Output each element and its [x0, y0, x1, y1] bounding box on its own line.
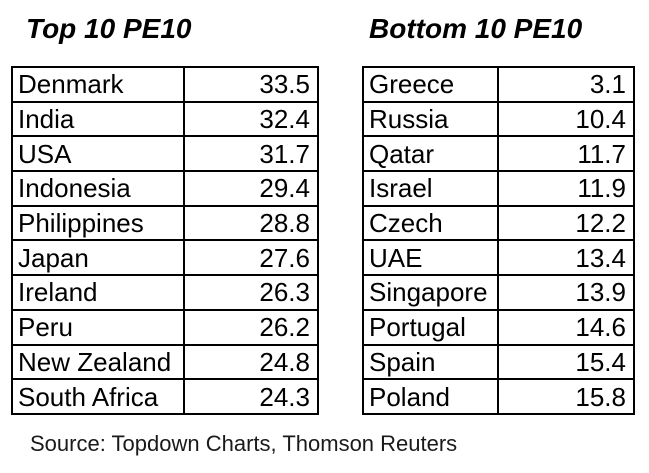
country-cell: USA — [11, 135, 185, 173]
country-cell: Israel — [362, 170, 499, 207]
value-cell: 24.3 — [183, 378, 319, 415]
value-cell: 27.6 — [183, 239, 319, 277]
country-cell: Qatar — [362, 135, 499, 173]
table-row: Portugal 14.6 — [362, 308, 635, 346]
table-row: South Africa 24.3 — [11, 378, 319, 415]
value-cell: 11.9 — [497, 170, 635, 207]
value-cell: 13.9 — [497, 274, 635, 311]
value-cell: 13.4 — [497, 239, 635, 277]
country-cell: Greece — [362, 66, 499, 103]
table-row: Spain 15.4 — [362, 343, 635, 381]
table-row: New Zealand 24.8 — [11, 343, 319, 381]
country-cell: Portugal — [362, 308, 499, 346]
country-cell: Czech — [362, 204, 499, 242]
top10-title: Top 10 PE10 — [26, 13, 192, 44]
country-cell: South Africa — [11, 378, 185, 415]
country-cell: Japan — [11, 239, 185, 277]
value-cell: 15.8 — [497, 378, 635, 415]
value-cell: 26.3 — [183, 274, 319, 311]
top10-table-body: Denmark 33.5 India 32.4 USA 31.7 Indones… — [11, 66, 319, 415]
table-row: Poland 15.8 — [362, 378, 635, 415]
top10-table: Denmark 33.5 India 32.4 USA 31.7 Indones… — [11, 66, 319, 415]
bottom10-table-body: Greece 3.1 Russia 10.4 Qatar 11.7 Israel… — [362, 66, 635, 415]
table-row: Peru 26.2 — [11, 308, 319, 346]
value-cell: 11.7 — [497, 135, 635, 173]
source-note: Source: Topdown Charts, Thomson Reuters — [30, 431, 458, 456]
country-cell: India — [11, 100, 185, 138]
table-row: Russia 10.4 — [362, 100, 635, 138]
value-cell: 24.8 — [183, 343, 319, 381]
table-row: Czech 12.2 — [362, 204, 635, 242]
value-cell: 29.4 — [183, 170, 319, 207]
table-row: Indonesia 29.4 — [11, 170, 319, 207]
country-cell: Poland — [362, 378, 499, 415]
table-row: Israel 11.9 — [362, 170, 635, 207]
table-row: Philippines 28.8 — [11, 204, 319, 242]
value-cell: 10.4 — [497, 100, 635, 138]
country-cell: Spain — [362, 343, 499, 381]
country-cell: Ireland — [11, 274, 185, 311]
value-cell: 3.1 — [497, 66, 635, 103]
country-cell: Philippines — [11, 204, 185, 242]
table-row: USA 31.7 — [11, 135, 319, 173]
table-row: UAE 13.4 — [362, 239, 635, 277]
table-row: Greece 3.1 — [362, 66, 635, 103]
table-row: Qatar 11.7 — [362, 135, 635, 173]
value-cell: 33.5 — [183, 66, 319, 103]
value-cell: 28.8 — [183, 204, 319, 242]
bottom10-table: Greece 3.1 Russia 10.4 Qatar 11.7 Israel… — [362, 66, 635, 415]
country-cell: UAE — [362, 239, 499, 277]
country-cell: New Zealand — [11, 343, 185, 381]
country-cell: Russia — [362, 100, 499, 138]
value-cell: 14.6 — [497, 308, 635, 346]
table-row: Japan 27.6 — [11, 239, 319, 277]
country-cell: Singapore — [362, 274, 499, 311]
value-cell: 15.4 — [497, 343, 635, 381]
table-row: Ireland 26.3 — [11, 274, 319, 311]
table-row: Denmark 33.5 — [11, 66, 319, 103]
country-cell: Peru — [11, 308, 185, 346]
table-row: India 32.4 — [11, 100, 319, 138]
value-cell: 26.2 — [183, 308, 319, 346]
table-row: Singapore 13.9 — [362, 274, 635, 311]
value-cell: 32.4 — [183, 100, 319, 138]
country-cell: Denmark — [11, 66, 185, 103]
country-cell: Indonesia — [11, 170, 185, 207]
bottom10-title: Bottom 10 PE10 — [369, 13, 583, 44]
value-cell: 31.7 — [183, 135, 319, 173]
value-cell: 12.2 — [497, 204, 635, 242]
